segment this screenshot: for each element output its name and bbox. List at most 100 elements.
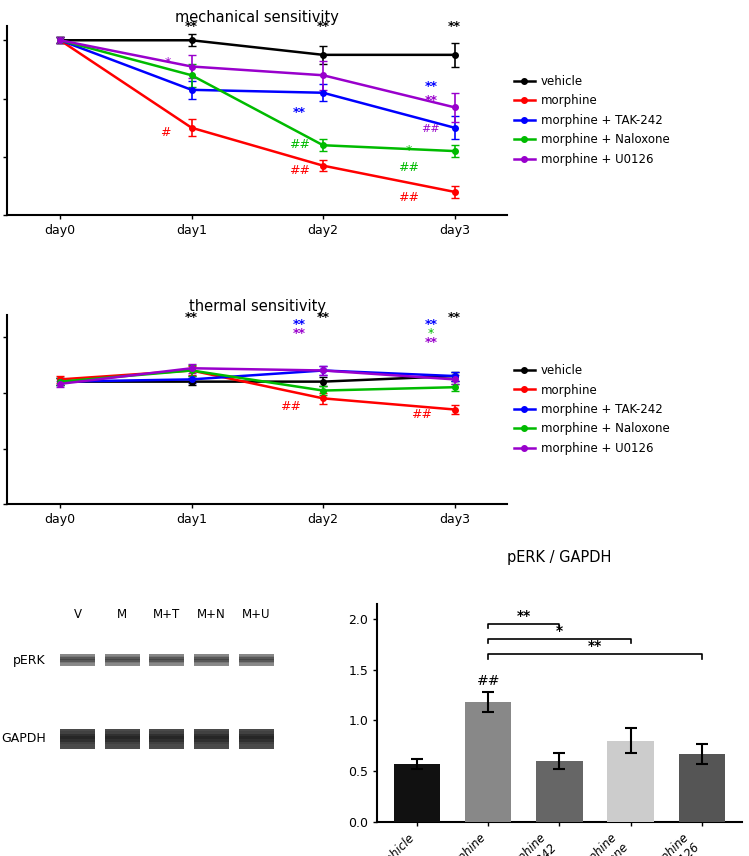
Bar xyxy=(60,739,95,741)
Bar xyxy=(149,739,184,741)
Text: M+U: M+U xyxy=(242,608,270,621)
Bar xyxy=(60,659,95,661)
Bar xyxy=(105,741,140,744)
Bar xyxy=(194,656,229,657)
Bar xyxy=(194,657,229,659)
Text: **: ** xyxy=(425,80,437,92)
Bar xyxy=(238,662,273,663)
Bar xyxy=(238,734,273,736)
Bar xyxy=(149,736,184,739)
Bar xyxy=(394,764,440,822)
Bar xyxy=(149,663,184,665)
Legend: vehicle, morphine, morphine + TAK-242, morphine + Naloxone, morphine + U0126: vehicle, morphine, morphine + TAK-242, m… xyxy=(509,70,674,170)
Bar xyxy=(238,661,273,662)
Bar xyxy=(607,740,654,822)
Text: **: ** xyxy=(317,20,330,33)
Title: pERK / GAPDH: pERK / GAPDH xyxy=(507,550,612,565)
Text: *: * xyxy=(405,144,412,157)
Text: ##: ## xyxy=(411,407,432,420)
Bar xyxy=(536,761,583,822)
Text: **: ** xyxy=(425,336,437,349)
Text: **: ** xyxy=(293,318,306,331)
Bar xyxy=(60,744,95,746)
Bar xyxy=(149,657,184,659)
Bar xyxy=(194,665,229,667)
Bar xyxy=(60,665,95,667)
Bar xyxy=(149,746,184,749)
Bar xyxy=(679,754,725,822)
Bar xyxy=(105,736,140,739)
Text: *: * xyxy=(428,327,434,341)
Bar xyxy=(194,655,229,656)
Text: M+T: M+T xyxy=(154,608,181,621)
Text: pERK: pERK xyxy=(13,654,46,667)
Bar xyxy=(238,655,273,656)
Bar xyxy=(105,746,140,749)
Text: GAPDH: GAPDH xyxy=(1,733,46,746)
Text: **: ** xyxy=(185,311,198,324)
Bar xyxy=(149,656,184,657)
Text: **: ** xyxy=(425,318,437,331)
Bar xyxy=(194,734,229,736)
Bar xyxy=(238,665,273,667)
Bar xyxy=(105,656,140,657)
Bar xyxy=(194,662,229,663)
Bar xyxy=(238,741,273,744)
Text: *: * xyxy=(165,56,171,69)
Text: **: ** xyxy=(293,327,306,341)
Text: **: ** xyxy=(185,20,198,33)
Bar xyxy=(149,734,184,736)
Bar xyxy=(105,744,140,746)
Bar xyxy=(194,731,229,734)
Bar xyxy=(60,741,95,744)
Bar xyxy=(60,734,95,736)
Text: (c): (c) xyxy=(0,595,2,610)
Bar xyxy=(238,746,273,749)
Text: ##: ## xyxy=(398,191,419,204)
Bar xyxy=(105,734,140,736)
Text: V: V xyxy=(73,608,82,621)
Text: **: ** xyxy=(517,609,531,623)
Bar xyxy=(149,662,184,663)
Bar xyxy=(105,663,140,665)
Bar xyxy=(60,728,95,731)
Text: ##: ## xyxy=(279,400,300,413)
Bar xyxy=(238,728,273,731)
Text: **: ** xyxy=(317,311,330,324)
Bar xyxy=(149,659,184,661)
Bar xyxy=(60,663,95,665)
Bar xyxy=(105,731,140,734)
Text: M: M xyxy=(117,608,127,621)
Bar xyxy=(194,659,229,661)
Bar xyxy=(194,739,229,741)
Bar xyxy=(105,728,140,731)
Legend: vehicle, morphine, morphine + TAK-242, morphine + Naloxone, morphine + U0126: vehicle, morphine, morphine + TAK-242, m… xyxy=(509,360,674,460)
Bar xyxy=(60,746,95,749)
Bar xyxy=(60,657,95,659)
Bar xyxy=(149,655,184,656)
Text: ##: ## xyxy=(476,674,500,688)
Bar xyxy=(60,736,95,739)
Bar xyxy=(105,655,140,656)
Bar xyxy=(105,665,140,667)
Text: ##: ## xyxy=(289,164,310,177)
Bar xyxy=(238,659,273,661)
Bar xyxy=(149,661,184,662)
Bar xyxy=(194,746,229,749)
Text: ##: ## xyxy=(289,138,310,151)
Bar xyxy=(238,736,273,739)
Bar xyxy=(60,661,95,662)
Text: **: ** xyxy=(448,20,461,33)
Bar xyxy=(194,736,229,739)
Text: ##: ## xyxy=(398,162,419,175)
Bar xyxy=(194,741,229,744)
Bar xyxy=(238,663,273,665)
Bar xyxy=(60,731,95,734)
Bar xyxy=(194,744,229,746)
Bar xyxy=(465,702,512,822)
Text: **: ** xyxy=(448,311,461,324)
Bar xyxy=(60,655,95,656)
Title: thermal sensitivity: thermal sensitivity xyxy=(189,299,326,313)
Bar xyxy=(105,662,140,663)
Bar xyxy=(194,728,229,731)
